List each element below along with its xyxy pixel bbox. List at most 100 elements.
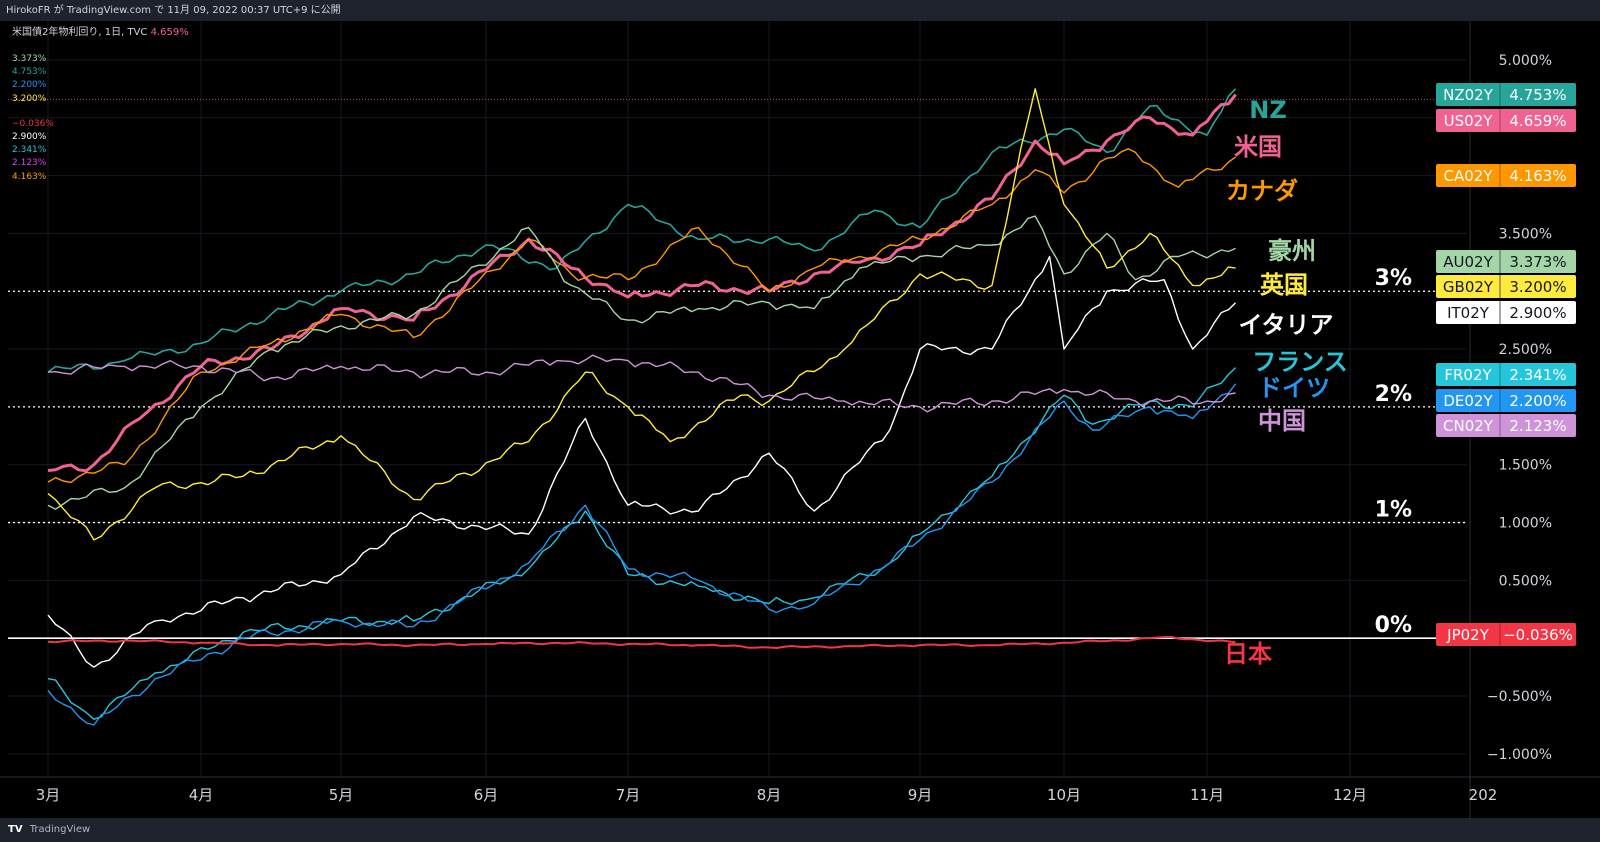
- price-badge-gb02y: GB02Y 3.200%: [1436, 275, 1576, 298]
- ref-line-label: 2%: [1375, 382, 1412, 407]
- price-axis[interactable]: 5.000%4.500%4.000%3.500%2.500%1.500%1.00…: [1436, 21, 1576, 818]
- time-axis-tick: 7月: [616, 786, 641, 804]
- price-axis-tick: 1.500%: [1499, 458, 1552, 474]
- price-badge-bg: [1436, 623, 1576, 646]
- grid: [8, 21, 1467, 777]
- legend-value: 2.900%: [12, 132, 47, 142]
- series-line-cn02y: [47, 354, 1236, 413]
- price-badge-symbol: FR02Y: [1444, 366, 1492, 384]
- series-line-fr02y: [47, 367, 1237, 720]
- price-badge-symbol: US02Y: [1444, 112, 1494, 130]
- price-badge-bg: [1436, 250, 1576, 273]
- price-badge-value: 4.163%: [1509, 167, 1566, 185]
- price-axis-tick: 1.000%: [1499, 516, 1552, 532]
- price-badge-bg: [1436, 414, 1576, 437]
- price-badge-jp02y: JP02Y −0.036%: [1436, 623, 1576, 646]
- price-badge-value: 4.753%: [1509, 86, 1566, 104]
- branding-bar: TV TradingView: [0, 818, 1600, 842]
- legend-value: −0.036%: [12, 119, 54, 129]
- price-badge-ca02y: CA02Y 4.163%: [1436, 164, 1576, 187]
- price-badge-bg: [1436, 363, 1576, 386]
- ref-line-label: 1%: [1375, 498, 1412, 523]
- legend-value: 4.163%: [12, 172, 47, 182]
- price-badge-cn02y: CN02Y 2.123%: [1436, 414, 1576, 437]
- series-label-jp02y: 日本: [1224, 640, 1272, 668]
- series-label-it02y: イタリア: [1238, 311, 1333, 339]
- price-badge-us02y: US02Y 4.659%: [1436, 109, 1576, 132]
- legend-value: 2.341%: [12, 145, 47, 155]
- series-line-ca02y: [47, 148, 1237, 484]
- price-badge-value: 3.200%: [1509, 278, 1566, 296]
- price-badge-value: 2.900%: [1509, 304, 1566, 322]
- tradingview-logo-icon: TV: [8, 824, 23, 835]
- legend-main: 米国債2年物利回り, 1日, TVC 4.659%: [12, 25, 189, 38]
- legend-value: 3.200%: [12, 94, 47, 104]
- price-axis-tick: 2.500%: [1499, 342, 1552, 358]
- time-axis-tick: 5月: [329, 786, 354, 804]
- price-badge-symbol: DE02Y: [1443, 392, 1493, 410]
- legend-value: 4.753%: [12, 67, 47, 77]
- series-label-gb02y: 英国: [1260, 271, 1308, 299]
- time-axis-tick: 3月: [36, 786, 61, 804]
- attribution-text: HirokoFR が TradingView.com で 11月 09, 202…: [6, 5, 341, 16]
- price-badge-symbol: CA02Y: [1444, 167, 1494, 185]
- ref-line-label: 0%: [1375, 613, 1412, 638]
- legend-value: 3.373%: [12, 54, 47, 64]
- time-axis-tick: 11月: [1190, 786, 1224, 804]
- price-badge-symbol: AU02Y: [1443, 253, 1493, 271]
- series-line-us02y: [47, 93, 1237, 473]
- price-badge-bg: [1436, 275, 1576, 298]
- series-line-gb02y: [47, 88, 1236, 541]
- price-badge-bg: [1436, 109, 1576, 132]
- series-label-de02y: ドイツ: [1258, 374, 1330, 402]
- series-label-us02y: 米国: [1234, 133, 1282, 161]
- time-axis-tick: 202: [1469, 786, 1498, 804]
- price-badge-value: 2.200%: [1509, 392, 1566, 410]
- price-badge-it02y: IT02Y 2.900%: [1436, 301, 1576, 324]
- ref-line-label: 3%: [1375, 266, 1412, 291]
- price-badge-value: 2.341%: [1509, 366, 1566, 384]
- legend-main-name: 米国債2年物利回り, 1日, TVC: [12, 25, 151, 38]
- price-badge-symbol: CN02Y: [1443, 417, 1494, 435]
- price-badge-value: −0.036%: [1503, 626, 1573, 644]
- price-axis-tick: 3.500%: [1499, 226, 1552, 242]
- price-badge-value: 3.373%: [1509, 253, 1566, 271]
- legend-main-value: 4.659%: [151, 27, 189, 38]
- time-axis-tick: 9月: [908, 786, 933, 804]
- price-badge-symbol: NZ02Y: [1443, 86, 1494, 104]
- series-line-nz02y: [47, 88, 1237, 373]
- series-line-it02y: [47, 255, 1237, 668]
- price-badge-bg: [1436, 83, 1576, 106]
- series-label-nz02y: NZ: [1249, 96, 1287, 124]
- series-line-jp02y: [47, 635, 1236, 649]
- price-badge-symbol: GB02Y: [1443, 278, 1494, 296]
- price-badge-symbol: IT02Y: [1447, 304, 1490, 322]
- reference-lines: 3% 2% 1% 0%: [8, 98, 1467, 640]
- price-badge-bg: [1436, 301, 1576, 324]
- legend-value: 2.200%: [12, 80, 47, 90]
- series-label-cn02y: 中国: [1258, 407, 1306, 435]
- price-badge-bg: [1436, 389, 1576, 412]
- price-axis-tick: 0.500%: [1499, 573, 1552, 589]
- price-badge-value: 4.659%: [1509, 112, 1566, 130]
- price-badge-symbol: JP02Y: [1446, 626, 1490, 644]
- price-badge-au02y: AU02Y 3.373%: [1436, 250, 1576, 273]
- price-badge-value: 2.123%: [1509, 417, 1566, 435]
- price-axis-tick: −0.500%: [1487, 689, 1552, 705]
- time-axis-tick: 12月: [1333, 786, 1367, 804]
- legend-value: 2.123%: [12, 158, 47, 168]
- price-axis-tick: 5.000%: [1499, 53, 1552, 69]
- legend: 米国債2年物利回り, 1日, TVC 4.659% 3.373% 4.753% 2.2…: [12, 25, 189, 182]
- time-axis-tick: 4月: [189, 786, 214, 804]
- series-line-de02y: [47, 383, 1237, 726]
- time-axis[interactable]: 3月 4月 5月 6月 7月 8月 9月 10月 11月 12月 202: [0, 776, 1600, 804]
- price-axis-tick: −1.000%: [1487, 747, 1552, 763]
- time-axis-tick: 6月: [474, 786, 499, 804]
- attribution-bar: HirokoFR が TradingView.com で 11月 09, 202…: [0, 0, 1600, 21]
- series-label-fr02y: フランス: [1252, 348, 1348, 376]
- time-axis-tick: 10月: [1047, 786, 1081, 804]
- time-axis-tick: 8月: [757, 786, 782, 804]
- price-badge-fr02y: FR02Y 2.341%: [1436, 363, 1576, 386]
- price-badge-de02y: DE02Y 2.200%: [1436, 389, 1576, 412]
